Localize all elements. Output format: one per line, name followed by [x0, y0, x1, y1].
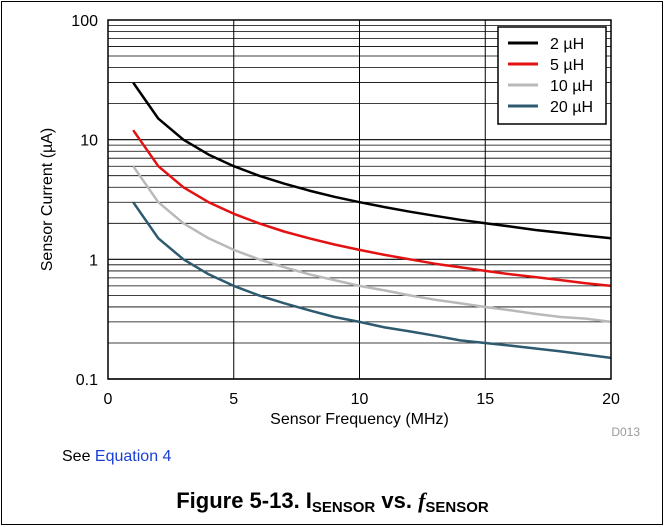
x-tick-label: 10 [351, 391, 369, 408]
caption-f: f [418, 488, 426, 513]
series-line [132, 81, 612, 240]
series-lines [132, 81, 612, 360]
legend-label: 10 µH [550, 78, 593, 95]
equation-link[interactable]: Equation 4 [94, 448, 172, 465]
caption-middle: vs. [375, 488, 419, 513]
x-tick-label: 0 [104, 391, 113, 408]
y-tick-label: 1 [89, 252, 98, 269]
x-tick-label: 5 [229, 391, 238, 408]
y-tick-label: 10 [80, 133, 98, 150]
see-note: See Equation 4 [62, 448, 171, 466]
caption-sub-2: SENSOR [425, 499, 489, 516]
x-tick-label: 20 [602, 391, 620, 408]
figure-caption: Figure 5-13. ISENSOR vs. fSENSOR [0, 488, 665, 516]
y-tick-label: 0.1 [76, 372, 98, 389]
series-line [132, 165, 612, 324]
legend: 2 µH 5 µH 10 µH 20 µH [497, 26, 607, 125]
series-line [132, 201, 612, 360]
legend-label: 5 µH [550, 57, 584, 74]
series-line [132, 129, 612, 288]
figure-id: D013 [611, 425, 640, 439]
legend-label: 20 µH [550, 99, 593, 116]
chart: 0 5 10 15 20 0.1 1 10 100 Sensor Frequency (MHz)… [39, 13, 640, 439]
caption-sub-1: SENSOR [311, 499, 376, 516]
x-axis-label: Sensor Frequency (MHz) [270, 411, 449, 428]
y-tick-label: 100 [71, 13, 98, 30]
legend-label: 2 µH [550, 36, 584, 53]
see-prefix: See [62, 448, 95, 465]
caption-prefix: Figure 5-13. I [176, 488, 312, 513]
y-axis-label: Sensor Current (µA) [39, 128, 56, 271]
tick-labels: 0 5 10 15 20 0.1 1 10 100 [71, 13, 620, 408]
plot-border [107, 19, 612, 380]
x-tick-label: 15 [476, 391, 494, 408]
